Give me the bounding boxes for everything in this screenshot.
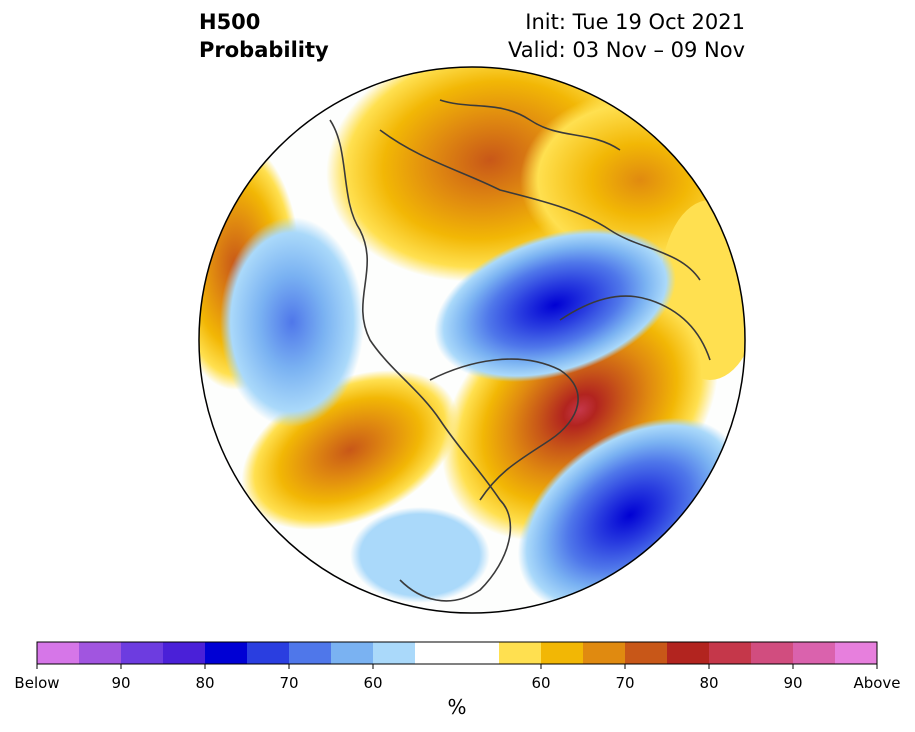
colorbar-cell	[205, 642, 248, 664]
probability-field	[199, 67, 745, 613]
colorbar-tick-label: 90	[783, 674, 803, 692]
coastline-western	[329, 119, 512, 602]
colorbar-tick-label: 60	[531, 674, 551, 692]
colorbar-tick-label: 70	[279, 674, 299, 692]
colorbar-cell	[793, 642, 836, 664]
colorbar-cells	[37, 642, 878, 664]
bering-below-region	[220, 217, 364, 427]
product-label: Probability	[199, 38, 329, 62]
colorbar-frame	[36, 641, 878, 665]
colorbar-cell	[541, 642, 584, 664]
colorbar-cell	[373, 642, 416, 664]
colorbar-cell	[751, 642, 794, 664]
variable-label: H500	[199, 10, 261, 34]
us-below-region	[350, 507, 490, 603]
colorbar-cell	[583, 642, 626, 664]
colorbar-cell	[163, 642, 206, 664]
colorbar-cell	[121, 642, 164, 664]
colorbar-ticks	[36, 664, 878, 669]
colorbar-unit-label: %	[447, 695, 467, 719]
valid-date-label: Valid: 03 Nov – 09 Nov	[508, 38, 745, 62]
coastline-asia	[439, 99, 621, 151]
colorbar-cell	[415, 642, 458, 664]
colorbar-tick-label: 90	[111, 674, 131, 692]
coastline-arctic	[429, 358, 579, 501]
colorbar-cell	[79, 642, 122, 664]
coastline-greenland	[559, 295, 711, 361]
colorbar-cell	[835, 642, 878, 664]
colorbar-cell	[289, 642, 332, 664]
forecast-dates: Init: Tue 19 Oct 2021 Valid: 03 Nov – 09…	[508, 8, 745, 64]
colorbar-cell	[499, 642, 542, 664]
colorbar-cell	[457, 642, 500, 664]
colorbar-cell	[709, 642, 752, 664]
arctic-below-region	[434, 228, 676, 382]
colorbar	[36, 641, 878, 669]
colorbar-tick-label: 60	[363, 674, 383, 692]
colorbar-cell	[667, 642, 710, 664]
colorbar-tick-label: 80	[195, 674, 215, 692]
colorbar-tick-label: Below	[14, 674, 60, 692]
colorbar-tick-label: 80	[699, 674, 719, 692]
polar-map	[198, 66, 746, 614]
colorbar-cell	[625, 642, 668, 664]
map-title: H500 Probability	[199, 8, 329, 64]
colorbar-cell	[247, 642, 290, 664]
coastlines	[329, 99, 711, 602]
colorbar-cell	[331, 642, 374, 664]
coastline-eurasia	[379, 129, 701, 281]
colorbar-cell	[37, 642, 80, 664]
map-outline	[198, 66, 746, 614]
init-date-label: Init: Tue 19 Oct 2021	[525, 10, 745, 34]
colorbar-tick-label: 70	[615, 674, 635, 692]
colorbar-tick-label: Above	[853, 674, 901, 692]
